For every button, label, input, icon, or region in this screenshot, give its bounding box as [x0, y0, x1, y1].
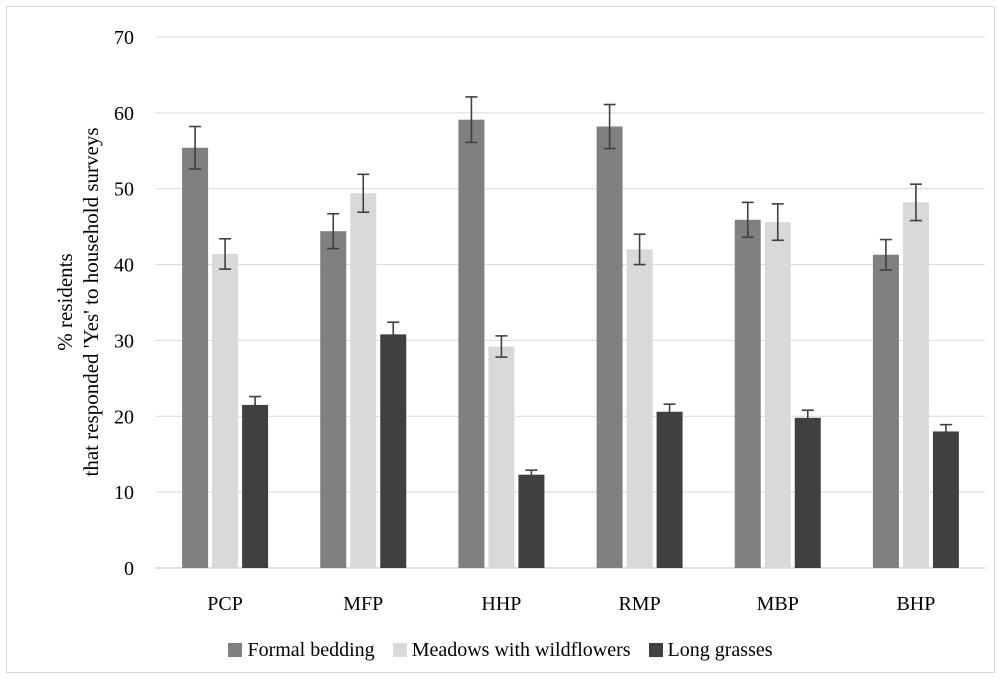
error-bar-pcp-series-1	[219, 237, 232, 270]
gridlines	[156, 36, 985, 569]
y-tick-label: 20	[114, 406, 134, 428]
error-bars	[189, 96, 952, 481]
bar-pcp-series-0	[182, 147, 209, 568]
error-bar-mbp-series-2	[801, 409, 814, 427]
legend-label: Long grasses	[667, 638, 773, 661]
bar-hhp-series-2	[518, 474, 545, 568]
y-tick-label: 50	[114, 179, 134, 201]
bar-mbp-series-2	[794, 417, 821, 568]
bar-bhp-series-1	[902, 202, 929, 568]
error-bar-rmp-series-0	[603, 103, 616, 150]
error-bar-mfp-series-2	[387, 321, 400, 348]
error-bar-mfp-series-0	[327, 212, 340, 250]
bar-chart: 0 10 20 30 40 50 60 70 PCP MFP HHP RMP MBP BHP % res…	[53, 27, 985, 615]
y-axis-title-line-2: that responded 'Yes' to household survey…	[79, 128, 103, 477]
y-tick-label: 10	[114, 482, 134, 504]
bar-rmp-series-1	[626, 249, 653, 568]
legend-label: Formal bedding	[247, 638, 375, 661]
bar-pcp-series-1	[212, 253, 239, 569]
y-tick-label: 70	[114, 27, 134, 49]
y-tick-label: 40	[114, 255, 134, 277]
x-tick-label: RMP	[618, 593, 660, 615]
x-tick-label: BHP	[896, 593, 935, 615]
bar-mfp-series-2	[380, 334, 407, 568]
error-bar-pcp-series-0	[189, 125, 202, 170]
legend-item: Meadows with wildflowers	[392, 638, 631, 662]
y-tick-label: 30	[114, 330, 134, 352]
x-axis-ticks: PCP MFP HHP RMP MBP BHP	[207, 593, 935, 615]
bar-hhp-series-1	[488, 346, 515, 568]
bar-mfp-series-0	[320, 231, 347, 569]
error-bar-bhp-series-0	[879, 238, 892, 271]
bar-mbp-series-0	[734, 219, 761, 568]
x-tick-label: HHP	[481, 593, 521, 615]
error-bar-hhp-series-2	[525, 469, 538, 481]
error-bar-bhp-series-2	[939, 423, 952, 440]
legend: Formal bedding Meadows with wildflowers Lo…	[0, 634, 1001, 666]
error-bar-rmp-series-1	[633, 233, 646, 266]
bars	[182, 119, 959, 569]
y-tick-label: 0	[124, 558, 134, 580]
error-bar-hhp-series-1	[495, 335, 508, 358]
bar-hhp-series-0	[458, 119, 485, 568]
x-tick-label: PCP	[207, 593, 243, 615]
legend-item: Formal bedding	[228, 638, 375, 662]
error-bar-mfp-series-1	[357, 173, 370, 214]
y-axis-title-line-1: % residents	[53, 253, 77, 350]
error-bar-mbp-series-1	[771, 203, 784, 242]
x-tick-label: MFP	[343, 593, 383, 615]
error-bar-bhp-series-1	[909, 183, 922, 222]
x-tick-label: MBP	[757, 593, 799, 615]
bar-bhp-series-0	[872, 254, 899, 568]
bar-mbp-series-1	[764, 222, 791, 568]
y-tick-label: 60	[114, 103, 134, 125]
legend-item: Long grasses	[648, 638, 773, 662]
bar-pcp-series-2	[242, 404, 269, 568]
error-bar-mbp-series-0	[741, 201, 754, 239]
y-axis-ticks: 0 10 20 30 40 50 60 70	[114, 27, 134, 580]
bar-bhp-series-2	[932, 431, 959, 568]
legend-swatch	[228, 643, 243, 657]
bar-rmp-series-2	[656, 411, 683, 568]
legend-swatch	[392, 643, 407, 657]
error-bar-hhp-series-0	[465, 96, 478, 144]
bar-rmp-series-0	[596, 126, 623, 569]
legend-label: Meadows with wildflowers	[411, 638, 631, 661]
error-bar-rmp-series-2	[663, 403, 676, 421]
bar-mfp-series-1	[350, 193, 377, 568]
legend-swatch	[648, 643, 663, 657]
error-bar-pcp-series-2	[249, 395, 262, 415]
